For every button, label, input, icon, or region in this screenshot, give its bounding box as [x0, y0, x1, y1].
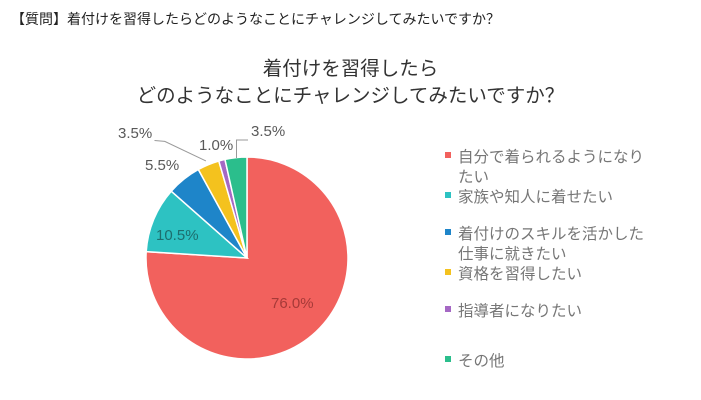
- svg-text:76.0%: 76.0%: [271, 295, 314, 312]
- svg-text:10.5%: 10.5%: [156, 227, 199, 244]
- svg-text:1.0%: 1.0%: [199, 137, 233, 154]
- svg-text:3.5%: 3.5%: [251, 123, 285, 140]
- svg-text:5.5%: 5.5%: [145, 157, 179, 174]
- svg-text:3.5%: 3.5%: [118, 125, 152, 142]
